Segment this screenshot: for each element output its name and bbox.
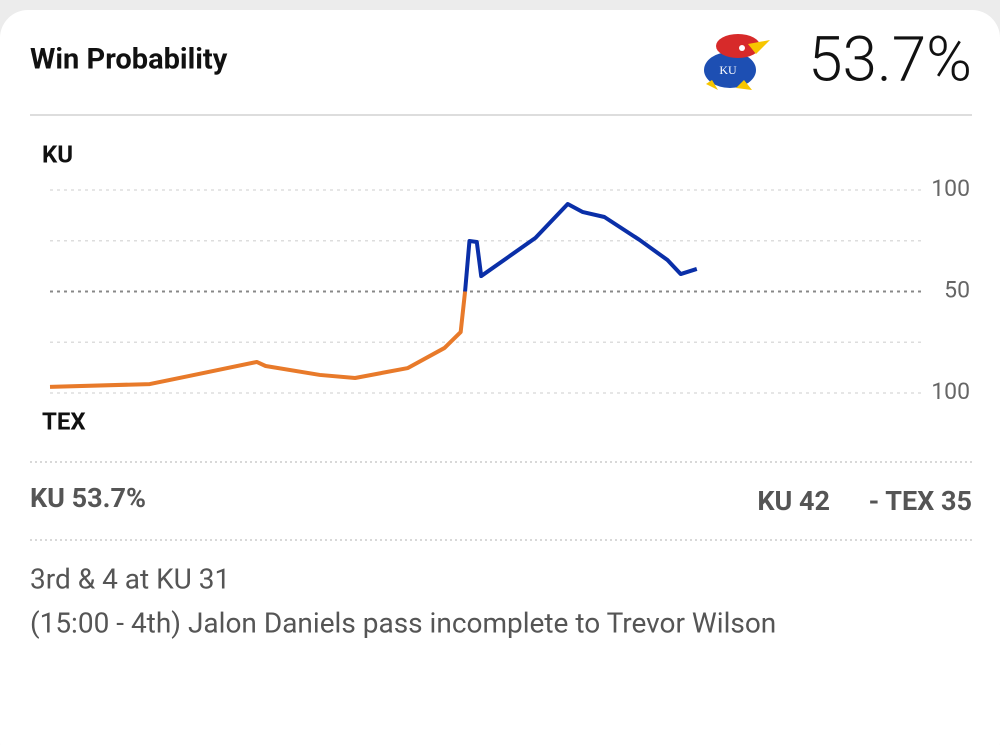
- title: Win Probability: [30, 43, 228, 77]
- play-situation: 3rd & 4 at KU 31: [30, 562, 230, 595]
- win-probability-line: [463, 202, 698, 292]
- win-probability-value: 53.7%: [808, 23, 972, 96]
- y-tick-label: 100: [931, 378, 970, 405]
- bottom-team-label: TEX: [42, 407, 86, 435]
- home-score: KU 42: [757, 485, 830, 517]
- win-probability-line: [49, 291, 468, 389]
- plot: 100 50 100: [49, 175, 970, 405]
- y-tick-label: 100: [931, 175, 970, 202]
- card-background: [0, 10, 1000, 745]
- top-team-label: KU: [42, 140, 73, 168]
- summary-probability: KU 53.7%: [30, 482, 146, 514]
- team-logo: KU: [704, 34, 770, 90]
- play-description: (15:00 - 4th) Jalon Daniels pass incompl…: [30, 606, 776, 639]
- y-tick-label: 50: [944, 277, 970, 304]
- svg-text:KU: KU: [719, 63, 737, 77]
- away-score: - TEX 35: [869, 485, 972, 517]
